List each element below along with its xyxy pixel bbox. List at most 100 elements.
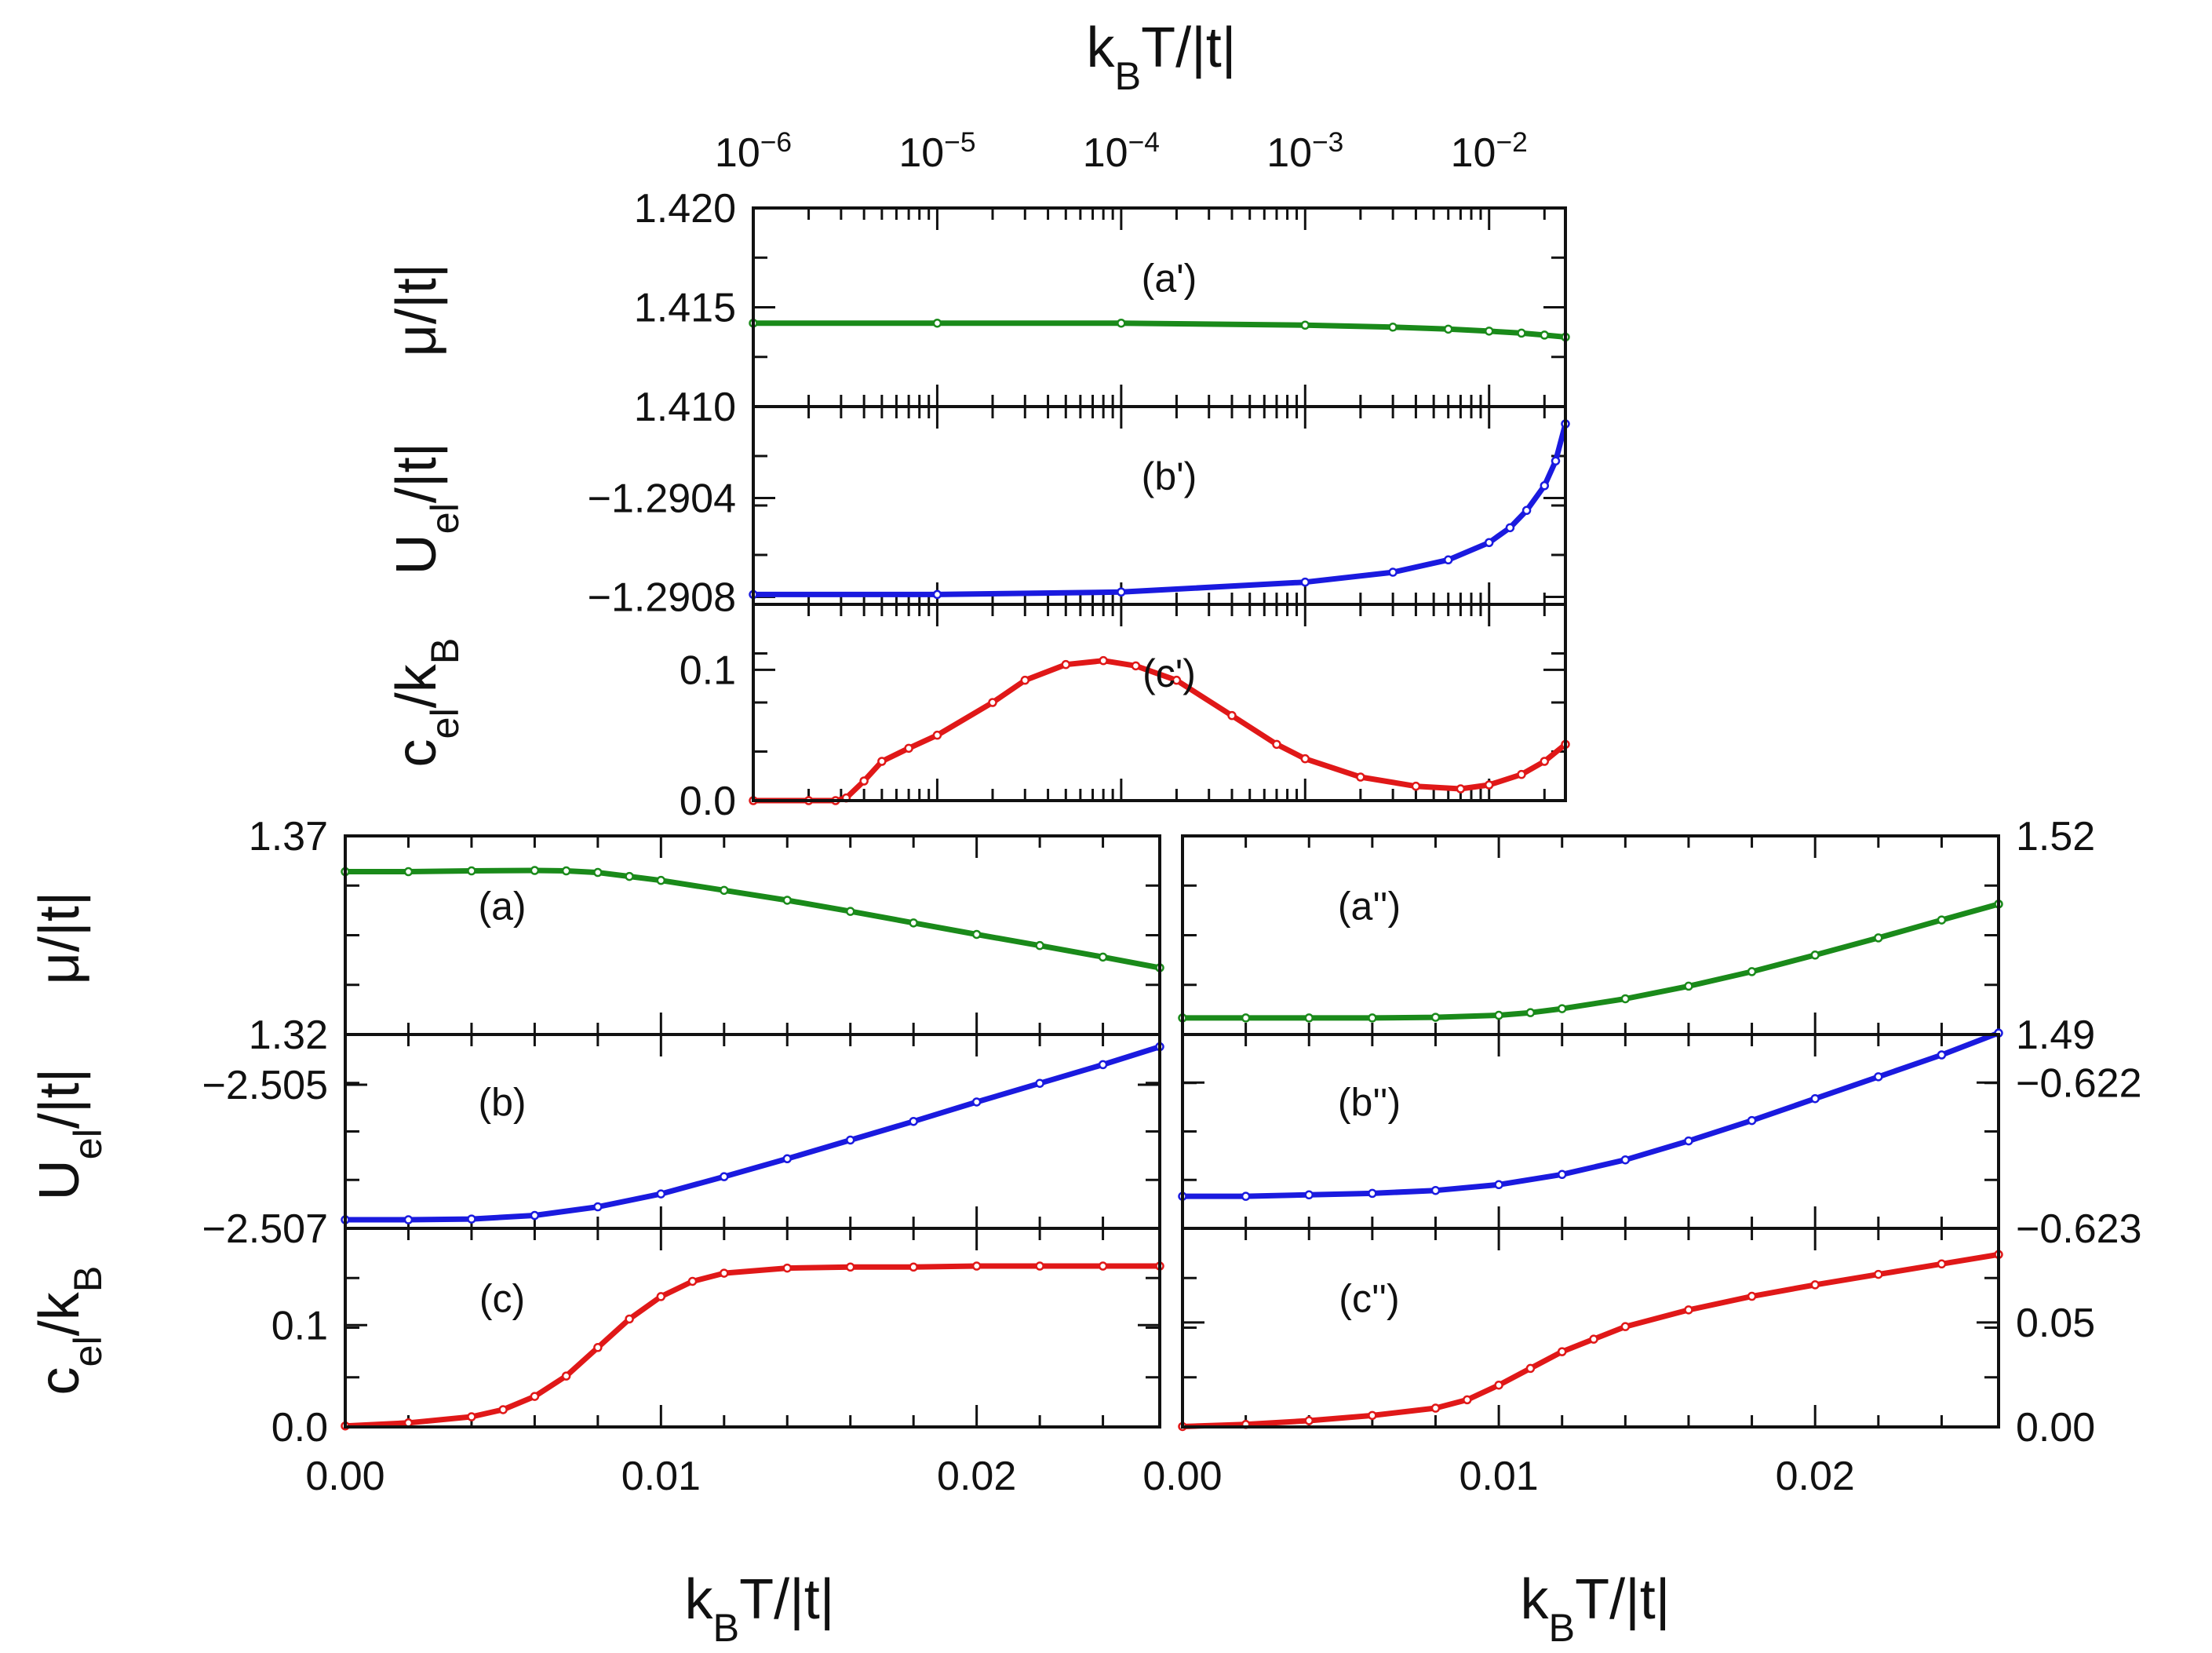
data-point: [909, 1116, 918, 1126]
x-tick-labels: 10−6 10−5 10−4 10−3 10−2: [715, 127, 1528, 177]
data-point: [877, 757, 887, 766]
series-line-u: [753, 423, 1569, 597]
series-line-c: [344, 1263, 1160, 1429]
x-ticks: [752, 407, 1546, 604]
data-point: [1272, 739, 1281, 750]
data-point: [530, 1210, 540, 1221]
x-tick-label: 10−3: [1266, 127, 1343, 177]
data-point: [403, 1418, 414, 1428]
y-tick-label: 0.00: [2016, 1405, 2095, 1450]
data-point: [1131, 661, 1141, 671]
data-point: [1227, 710, 1237, 721]
panel-frame: [344, 834, 1161, 1036]
x-ticks: [1181, 1034, 1943, 1228]
data-point: [782, 896, 793, 905]
data-point: [403, 867, 414, 877]
data-point: [1300, 754, 1310, 764]
data-point: [1098, 952, 1108, 962]
x-ticks: [344, 1034, 1105, 1228]
data-point: [593, 867, 603, 878]
x-ticks: [752, 604, 1546, 801]
y-tick-label: −1.2904: [588, 476, 736, 522]
chart-bottom-right: 1.52 1.49 (a'') −0.622 −0.623 (b'') 0.05 0.00 (c…: [1142, 814, 2141, 1499]
data-point: [656, 1189, 666, 1199]
data-point: [1684, 1305, 1693, 1315]
data-point: [687, 1276, 698, 1286]
series-line-mu: [345, 867, 1161, 971]
series-line-mu: [753, 320, 1566, 340]
panel-label: (a): [478, 884, 526, 928]
data-point: [1098, 1261, 1108, 1271]
data-point: [561, 866, 571, 876]
data-point: [1684, 1136, 1693, 1146]
y-tick-label: 1.52: [2016, 814, 2095, 859]
data-point: [1494, 1180, 1503, 1190]
y-ticks: 1.52 1.49: [1183, 814, 2095, 1058]
data-point: [859, 776, 869, 786]
data-point: [971, 1261, 982, 1271]
data-point: [1521, 505, 1532, 516]
panel-label: (b''): [1338, 1081, 1401, 1125]
x-ticks: [344, 1228, 1105, 1427]
series-line-mu: [1183, 901, 1999, 1021]
y-tick-label: −2.505: [202, 1063, 329, 1108]
y-tick-label: 0.0: [680, 779, 736, 824]
data-point: [1747, 1115, 1757, 1126]
data-point: [782, 1263, 793, 1273]
data-point: [656, 1292, 666, 1301]
data-point: [1368, 1188, 1377, 1199]
data-point: [720, 885, 729, 896]
data-point: [467, 1412, 476, 1421]
data-point: [1443, 555, 1453, 565]
data-point: [932, 318, 942, 328]
x-tick-label: 0.02: [1776, 1454, 1855, 1499]
data-point: [1937, 915, 1947, 925]
panel-bottom-left-2: −2.505 −2.507 (b): [202, 1033, 1164, 1252]
x-tick-label: 0.01: [621, 1454, 701, 1499]
data-point: [1430, 1185, 1441, 1195]
data-point: [1557, 1170, 1567, 1180]
data-point: [1300, 320, 1310, 330]
data-point: [1456, 784, 1466, 794]
data-point: [1241, 1013, 1251, 1023]
data-point: [909, 918, 918, 928]
data-point: [1099, 655, 1108, 666]
x-ticks: [1181, 1228, 1943, 1427]
y-tick-label: −2.507: [202, 1206, 329, 1252]
data-point: [1747, 967, 1757, 976]
bottom-left-x-axis-title: kBT/|t|: [684, 1568, 834, 1650]
data-point: [1557, 1347, 1567, 1356]
data-point: [1517, 328, 1526, 338]
data-point: [1172, 675, 1182, 685]
bottom-y-axis-title: Uel/|t|: [28, 1068, 110, 1201]
data-point: [625, 871, 634, 881]
data-point: [1484, 327, 1494, 336]
data-point: [561, 1371, 571, 1381]
data-point: [988, 698, 997, 707]
data-point: [720, 1172, 729, 1181]
data-point: [1117, 318, 1126, 328]
panel-bottom-left-3: 0.1 0.0 (c): [271, 1227, 1164, 1450]
panel-label: (b'): [1142, 454, 1197, 498]
data-point: [1388, 323, 1398, 332]
panel-bottom-left-1: 1.37 1.32 (a): [249, 814, 1164, 1058]
y-tick-label: −1.2908: [588, 575, 736, 621]
y-tick-label: 0.1: [680, 648, 736, 693]
data-point: [845, 1262, 855, 1272]
y-ticks: −0.622 −0.623: [1183, 1060, 2142, 1252]
chart-top: 1.420 1.415 1.410 (a') −1.2904 −1.2908 (b') 0.1…: [588, 127, 1570, 824]
data-point: [1368, 1410, 1377, 1421]
data-point: [1874, 933, 1883, 943]
x-tick-label: 10−4: [1083, 127, 1160, 177]
data-point: [530, 866, 540, 875]
data-point: [1540, 757, 1550, 766]
panel-top-2: −1.2904 −1.2908 (b'): [588, 405, 1570, 621]
y-tick-label: 1.415: [634, 286, 736, 331]
data-point: [1620, 1322, 1631, 1331]
data-point: [1035, 940, 1044, 951]
x-tick-labels: 0.00 0.01 0.02: [305, 1454, 1016, 1499]
x-tick-label: 10−5: [898, 127, 975, 177]
y-tick-label: 1.32: [249, 1013, 328, 1058]
y-tick-label: −0.623: [2016, 1206, 2142, 1252]
